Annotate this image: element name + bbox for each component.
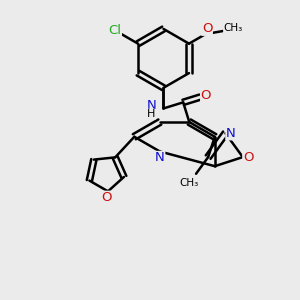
Text: CH₃: CH₃ [179,178,199,188]
Text: O: O [243,151,253,164]
Text: Cl: Cl [108,24,121,37]
Text: N: N [226,127,236,140]
Text: O: O [202,22,212,35]
Text: O: O [101,191,112,204]
Text: H: H [147,109,155,119]
Text: N: N [155,152,165,164]
Text: N: N [146,99,156,112]
Text: CH₃: CH₃ [224,23,243,33]
Text: O: O [201,89,211,102]
